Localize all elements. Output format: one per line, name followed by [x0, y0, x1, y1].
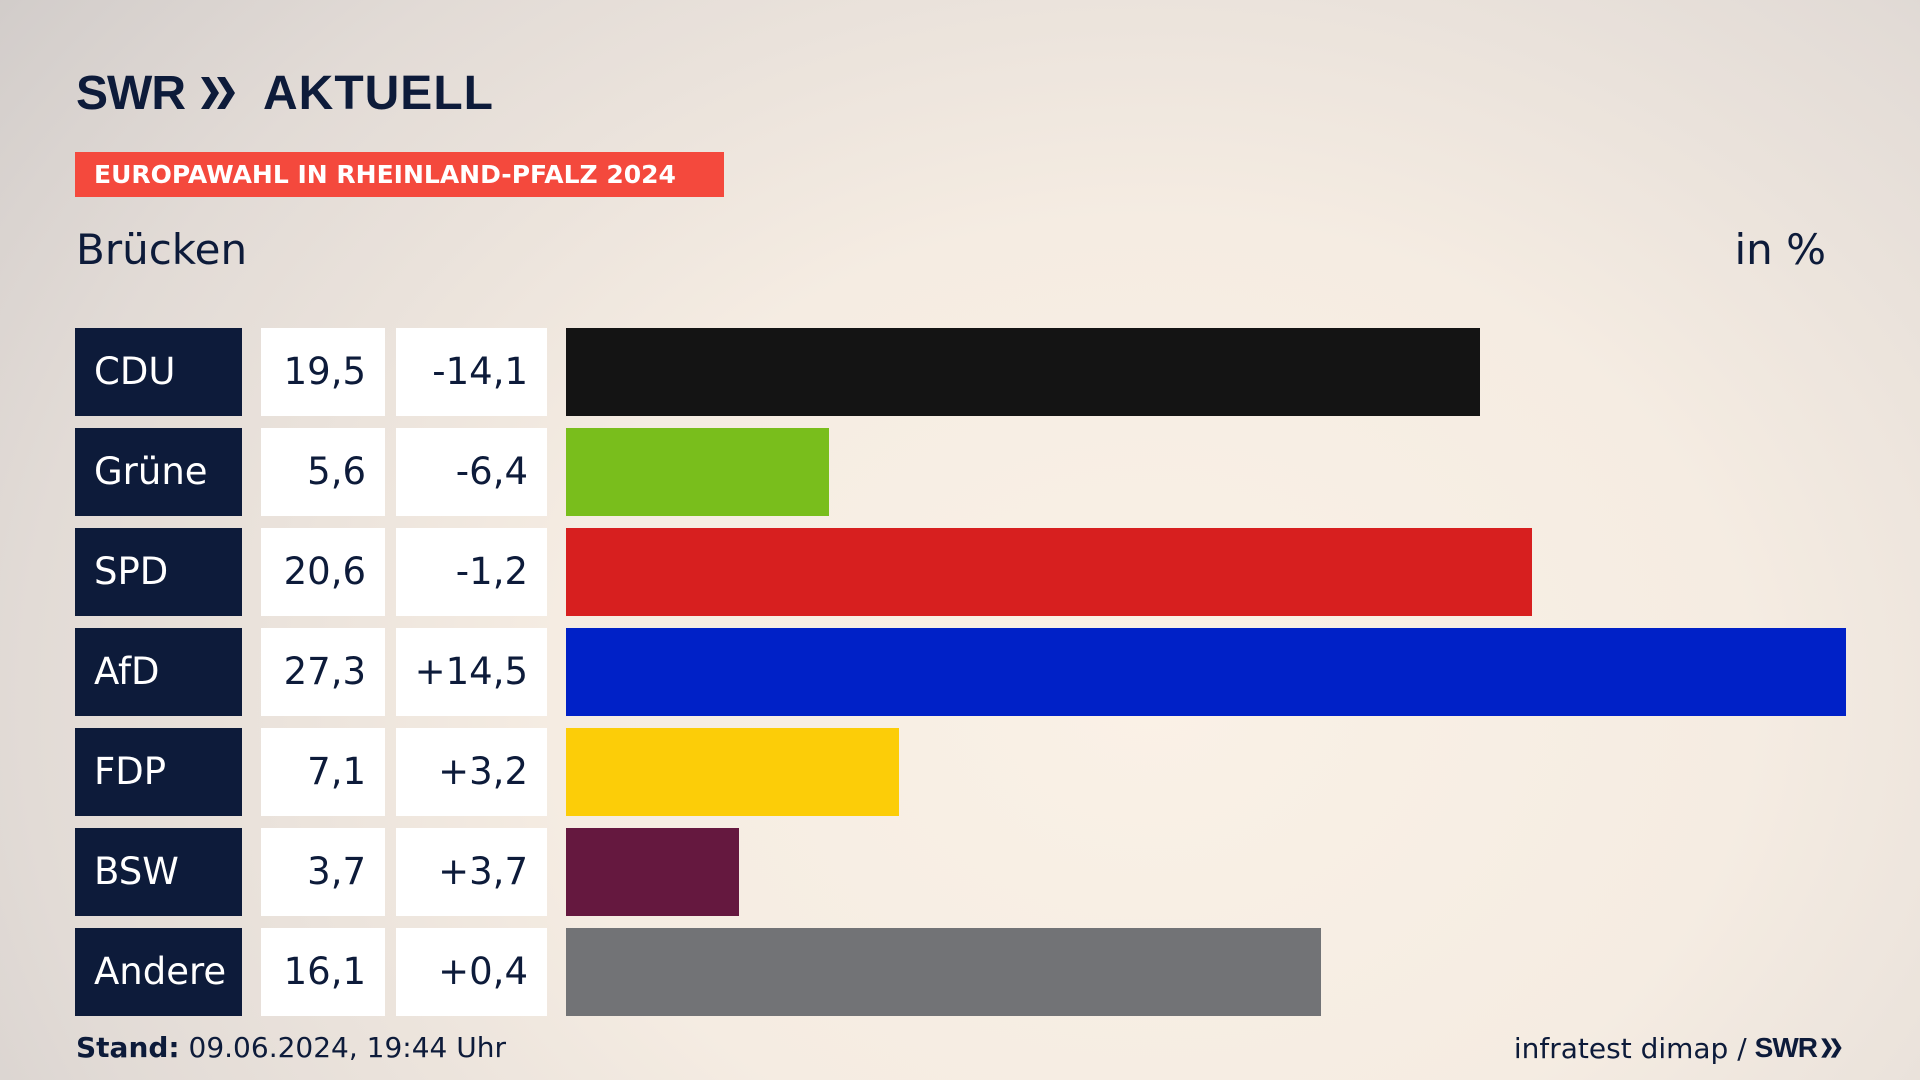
vote-change-value: +14,5 [396, 628, 547, 716]
footer-swr-logo: SWR [1754, 1032, 1818, 1063]
footer-timestamp: Stand: 09.06.2024, 19:44 Uhr [76, 1028, 506, 1068]
party-label: CDU [75, 328, 242, 416]
result-row: BSW 3,7 +3,7 [0, 828, 1920, 916]
vote-share-value: 7,1 [261, 728, 385, 816]
vote-share-value: 19,5 [261, 328, 385, 416]
vote-change-value: -14,1 [396, 328, 547, 416]
party-label: Andere [75, 928, 242, 1016]
vote-share-value: 27,3 [261, 628, 385, 716]
result-bar [566, 728, 899, 816]
vote-change-value: +0,4 [396, 928, 547, 1016]
party-label: AfD [75, 628, 242, 716]
logo-aktuell-text: AKTUELL [262, 66, 494, 120]
result-row: AfD 27,3 +14,5 [0, 628, 1920, 716]
result-row: Grüne 5,6 -6,4 [0, 428, 1920, 516]
unit-label: in % [1734, 225, 1826, 274]
result-bar [566, 428, 829, 516]
timestamp-value: 09.06.2024, 19:44 Uhr [188, 1031, 506, 1064]
election-banner: EUROPAWAHL IN RHEINLAND-PFALZ 2024 [75, 152, 724, 197]
party-label: BSW [75, 828, 242, 916]
source-text: infratest dimap / [1513, 1031, 1747, 1065]
result-row: SPD 20,6 -1,2 [0, 528, 1920, 616]
double-chevron-icon [200, 77, 235, 109]
party-label: Grüne [75, 428, 242, 516]
result-bar [566, 828, 739, 916]
logo-swr-text: SWR [76, 66, 186, 120]
result-bar [566, 328, 1480, 416]
result-row: CDU 19,5 -14,1 [0, 328, 1920, 416]
footer-source: infratest dimap / SWR [1514, 1028, 1844, 1068]
stand-label: Stand: [76, 1031, 180, 1064]
vote-change-value: +3,2 [396, 728, 547, 816]
location-title: Brücken [76, 225, 248, 274]
footer-double-chevron-icon [1821, 1038, 1842, 1058]
party-label: FDP [75, 728, 242, 816]
vote-share-value: 5,6 [261, 428, 385, 516]
vote-change-value: +3,7 [396, 828, 547, 916]
result-bar [566, 628, 1846, 716]
vote-share-value: 20,6 [261, 528, 385, 616]
vote-share-value: 3,7 [261, 828, 385, 916]
party-label: SPD [75, 528, 242, 616]
vote-change-value: -6,4 [396, 428, 547, 516]
result-bar [566, 528, 1532, 616]
result-bar [566, 928, 1321, 1016]
vote-share-value: 16,1 [261, 928, 385, 1016]
result-row: FDP 7,1 +3,2 [0, 728, 1920, 816]
result-row: Andere 16,1 +0,4 [0, 928, 1920, 1016]
vote-change-value: -1,2 [396, 528, 547, 616]
swr-aktuell-logo: SWR AKTUELL [76, 66, 494, 120]
